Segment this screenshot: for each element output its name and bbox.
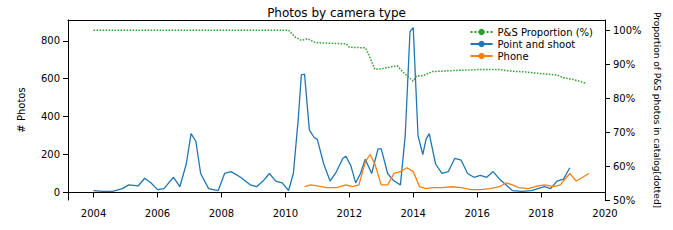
svg-text:2012: 2012 <box>337 208 362 219</box>
svg-text:2018: 2018 <box>528 208 553 219</box>
svg-text:0: 0 <box>54 187 60 198</box>
svg-text:2016: 2016 <box>464 208 489 219</box>
svg-text:60%: 60% <box>613 161 635 172</box>
svg-text:2014: 2014 <box>400 208 425 219</box>
svg-text:70%: 70% <box>613 127 635 138</box>
svg-text:Phone: Phone <box>498 51 529 62</box>
svg-text:600: 600 <box>41 73 60 84</box>
svg-text:50%: 50% <box>613 195 635 206</box>
svg-text:100%: 100% <box>613 25 642 36</box>
svg-text:Photos by camera type: Photos by camera type <box>267 6 406 20</box>
svg-text:Point and shoot: Point and shoot <box>498 39 576 50</box>
svg-text:2008: 2008 <box>209 208 234 219</box>
svg-text:400: 400 <box>41 111 60 122</box>
svg-text:800: 800 <box>41 35 60 46</box>
svg-text:# Photos: # Photos <box>16 87 27 132</box>
svg-text:2006: 2006 <box>145 208 170 219</box>
svg-text:2004: 2004 <box>81 208 106 219</box>
svg-text:90%: 90% <box>613 59 635 70</box>
svg-text:80%: 80% <box>613 93 635 104</box>
svg-text:2010: 2010 <box>273 208 298 219</box>
svg-text:Proportion of P&S photos in ca: Proportion of P&S photos in catalog[dott… <box>652 12 662 208</box>
svg-text:200: 200 <box>41 149 60 160</box>
svg-text:2020: 2020 <box>592 208 617 219</box>
svg-text:P&S Proportion (%): P&S Proportion (%) <box>498 27 594 38</box>
